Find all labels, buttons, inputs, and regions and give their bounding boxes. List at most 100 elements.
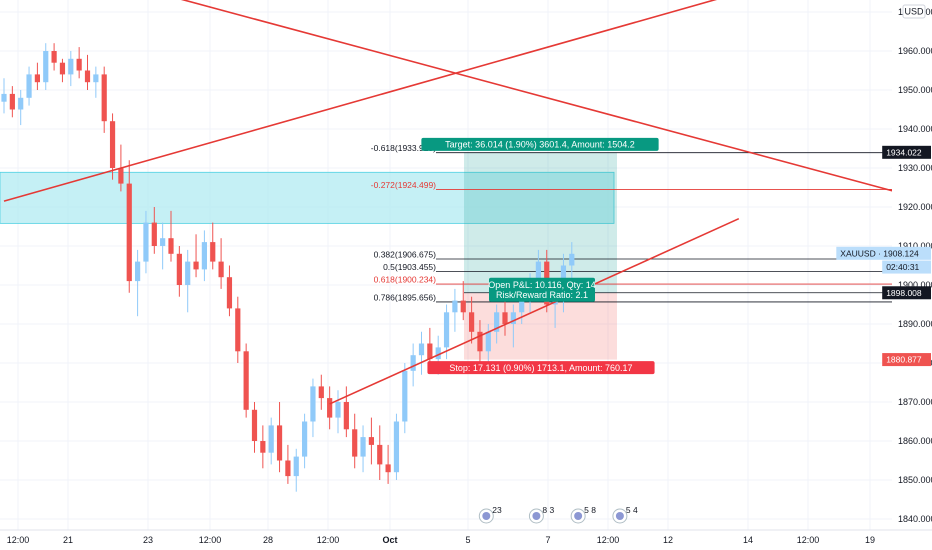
- candle[interactable]: [93, 74, 99, 83]
- candle[interactable]: [519, 296, 525, 313]
- candle[interactable]: [218, 261, 224, 278]
- trendline[interactable]: [4, 0, 932, 202]
- candle[interactable]: [276, 425, 283, 461]
- fib-level-label: 0.786(1895.656): [374, 292, 437, 302]
- candle[interactable]: [377, 444, 383, 465]
- candle[interactable]: [443, 312, 450, 348]
- price-axis[interactable]: [892, 0, 932, 550]
- trendline[interactable]: [329, 217, 740, 405]
- candle[interactable]: [226, 277, 233, 309]
- pnl-box[interactable]: [489, 277, 595, 302]
- candle[interactable]: [43, 51, 49, 83]
- time-tick-label: 14: [743, 535, 753, 545]
- price-tag-label: 02:40:31: [886, 262, 919, 272]
- price-tag-label: XAUUSD · 1908.124: [840, 248, 919, 258]
- candle[interactable]: [51, 51, 57, 63]
- price-tick-label: 1930.000: [898, 163, 932, 173]
- candle[interactable]: [193, 261, 199, 270]
- demand-zone[interactable]: [0, 171, 615, 224]
- time-tick-label: 12:00: [199, 535, 222, 545]
- candle[interactable]: [477, 331, 483, 352]
- candle[interactable]: [310, 386, 316, 422]
- candle[interactable]: [268, 425, 274, 453]
- candle[interactable]: [460, 300, 466, 313]
- candle[interactable]: [143, 222, 149, 262]
- fib-level-label: 0.5(1903.455): [383, 262, 436, 272]
- currency-label: USD: [904, 7, 924, 17]
- candle[interactable]: [109, 121, 116, 168]
- price-tag: [882, 353, 931, 367]
- target-label-box[interactable]: [421, 137, 659, 151]
- candle[interactable]: [335, 402, 341, 418]
- price-tick-label: 1860.000: [898, 436, 932, 446]
- candle[interactable]: [135, 261, 141, 282]
- price-tick-label: 1890.000: [898, 319, 932, 329]
- price-tag: [836, 246, 931, 260]
- candle[interactable]: [569, 253, 575, 266]
- candle[interactable]: [535, 261, 541, 282]
- candle[interactable]: [302, 421, 308, 457]
- trendline[interactable]: [3, 0, 906, 202]
- candle[interactable]: [385, 464, 391, 473]
- currency-badge[interactable]: [902, 4, 926, 19]
- candle[interactable]: [126, 183, 132, 282]
- candle[interactable]: [68, 58, 74, 75]
- event-badge-label: 8 3: [542, 505, 554, 515]
- time-tick-label: 28: [263, 535, 273, 545]
- candle[interactable]: [151, 222, 157, 246]
- candle[interactable]: [118, 168, 124, 184]
- candle[interactable]: [260, 441, 266, 453]
- price-tag: [882, 145, 931, 159]
- candle[interactable]: [1, 93, 7, 102]
- candle[interactable]: [168, 238, 174, 254]
- stop-label-box[interactable]: [427, 361, 655, 375]
- candle[interactable]: [243, 351, 249, 410]
- candle[interactable]: [368, 437, 374, 445]
- candle[interactable]: [201, 242, 207, 270]
- candle[interactable]: [410, 355, 416, 371]
- candle[interactable]: [185, 261, 191, 285]
- candle[interactable]: [510, 312, 516, 324]
- candle[interactable]: [418, 343, 425, 356]
- fib-level-label: 0.382(1906.675): [374, 249, 437, 259]
- candle[interactable]: [160, 238, 166, 246]
- candle[interactable]: [251, 409, 258, 441]
- candle[interactable]: [293, 456, 299, 477]
- candle[interactable]: [485, 331, 491, 352]
- candle[interactable]: [452, 300, 458, 313]
- candle[interactable]: [469, 312, 475, 332]
- candle[interactable]: [502, 312, 508, 324]
- time-tick-label: 12: [663, 535, 673, 545]
- candle[interactable]: [360, 437, 366, 457]
- candle[interactable]: [84, 70, 91, 83]
- candle[interactable]: [494, 312, 500, 332]
- time-tick-label: Oct: [382, 535, 397, 545]
- candle[interactable]: [101, 74, 107, 122]
- price-tag-label: 1898.008: [886, 288, 922, 298]
- event-badge-label: 5 4: [626, 505, 638, 515]
- candle[interactable]: [343, 402, 349, 430]
- candle[interactable]: [26, 74, 32, 98]
- candle[interactable]: [76, 58, 82, 71]
- candle[interactable]: [34, 74, 40, 83]
- candle[interactable]: [318, 386, 324, 399]
- candle[interactable]: [210, 242, 216, 262]
- price-tag-label: 1934.022: [886, 147, 922, 157]
- candle[interactable]: [176, 253, 182, 285]
- flag-icon: [532, 512, 541, 520]
- candle[interactable]: [352, 429, 358, 457]
- candle[interactable]: [9, 93, 15, 110]
- candle[interactable]: [393, 421, 400, 473]
- candle[interactable]: [18, 97, 24, 110]
- candle[interactable]: [59, 62, 66, 75]
- time-tick-label: 12:00: [597, 535, 620, 545]
- candle[interactable]: [285, 460, 291, 477]
- candle[interactable]: [235, 308, 241, 352]
- candle[interactable]: [402, 370, 408, 422]
- candle[interactable]: [327, 398, 333, 418]
- candle[interactable]: [435, 347, 441, 360]
- candle[interactable]: [427, 343, 433, 360]
- price-tag: [882, 286, 931, 300]
